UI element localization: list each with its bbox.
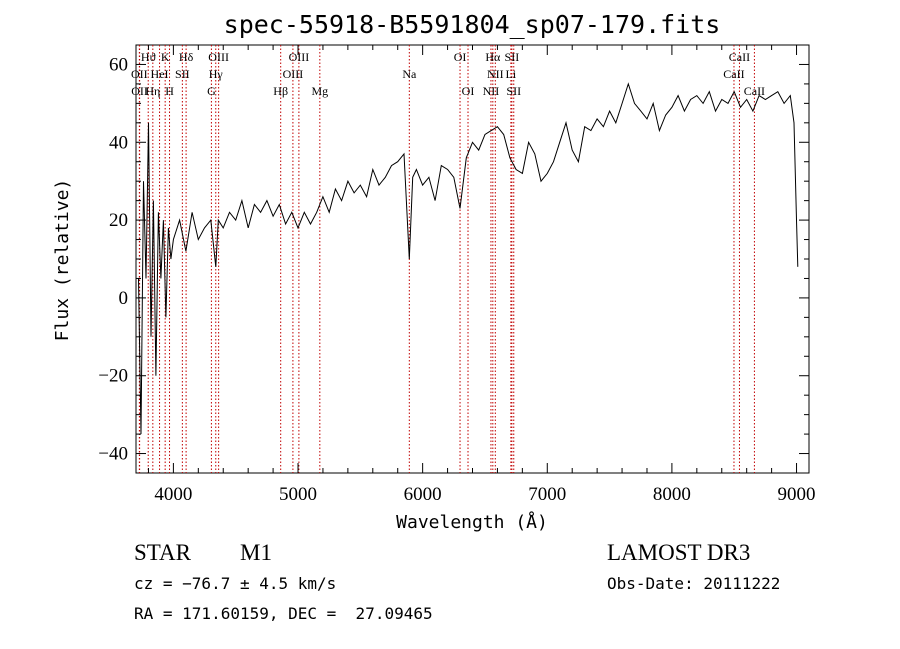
line-label: SII <box>175 67 190 81</box>
line-label: Hϑ <box>141 50 156 64</box>
line-labels: Hϑ K Hδ OIII OIII OI Hα SII CaII OII HeI SII Hγ OIII N… <box>131 50 765 98</box>
spectrum-series <box>138 82 799 435</box>
obs-date: Obs-Date: 20111222 <box>607 574 781 593</box>
line-label: G <box>207 84 216 98</box>
line-label: Hη <box>145 84 160 98</box>
line-label: OIII <box>208 50 229 64</box>
line-label: Hδ <box>179 50 194 64</box>
line-label: CaII <box>744 84 765 98</box>
line-label: Mg <box>311 84 328 98</box>
line-label: NII <box>487 67 504 81</box>
object-subclass: M1 <box>240 540 272 565</box>
line-label: OIII <box>289 50 310 64</box>
survey-name: LAMOST DR3 <box>607 540 751 565</box>
y-tick-label: −20 <box>98 366 128 387</box>
line-label: SII <box>505 50 520 64</box>
y-tick-label: 20 <box>109 210 128 231</box>
y-tick-label: 60 <box>109 54 128 75</box>
coordinates: RA = 171.60159, DEC = 27.09465 <box>134 604 433 623</box>
line-label: OII <box>131 84 148 98</box>
line-label: H <box>165 84 174 98</box>
x-tick-label: 5000 <box>279 484 317 505</box>
line-label: OII <box>131 67 148 81</box>
line-label: SII <box>506 84 521 98</box>
spectrum-line <box>138 82 799 435</box>
y-axis-label: Flux (relative) <box>52 179 73 342</box>
object-class: STAR <box>134 540 191 565</box>
axis-ticks: 4000 5000 6000 7000 8000 9000 −40 −20 0 20 40 60 <box>98 45 816 505</box>
plot-frame <box>135 44 810 474</box>
line-label: HeI <box>151 67 169 81</box>
emission-line-markers <box>138 45 755 473</box>
line-label: K <box>161 50 170 64</box>
line-label: CaII <box>729 50 750 64</box>
line-label: Na <box>402 67 417 81</box>
line-label: Hγ <box>209 67 224 81</box>
line-label: Li <box>506 67 517 81</box>
line-label: Hβ <box>273 84 288 98</box>
y-tick-label: 0 <box>119 288 129 309</box>
x-tick-label: 4000 <box>154 484 192 505</box>
x-tick-label: 8000 <box>653 484 691 505</box>
line-label: NII <box>483 84 500 98</box>
x-tick-label: 9000 <box>778 484 816 505</box>
chart-title: spec-55918-B5591804_sp07-179.fits <box>224 10 721 39</box>
x-tick-label: 6000 <box>404 484 442 505</box>
redshift-line: cz = −76.7 ± 4.5 km/s <box>134 574 337 593</box>
line-label: OIII <box>283 67 304 81</box>
x-axis-label: Wavelength (Å) <box>396 511 548 533</box>
y-tick-label: 40 <box>109 132 128 153</box>
line-label: Hα <box>485 50 501 64</box>
line-label: CaII <box>723 67 744 81</box>
y-tick-label: −40 <box>98 444 128 465</box>
line-label: OI <box>454 50 467 64</box>
x-tick-label: 7000 <box>528 484 566 505</box>
line-label: OI <box>462 84 475 98</box>
